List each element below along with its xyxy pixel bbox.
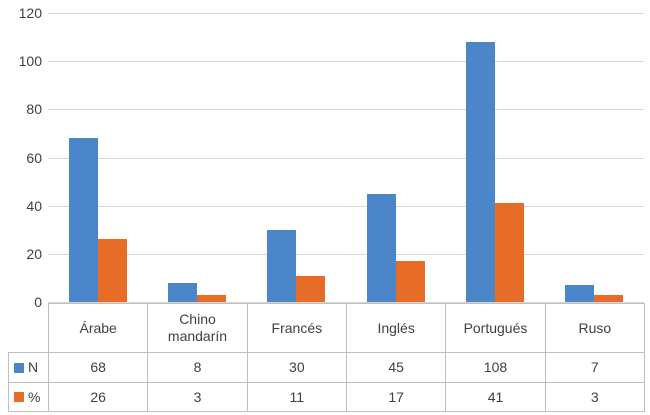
legend-cell-pct: % (8, 382, 49, 412)
bar-pct-chino-mandarin (197, 295, 226, 302)
value-cell-n-arabe: 68 (47, 352, 149, 383)
bar-n-ingles (366, 194, 396, 302)
bar-n-chino-mandarin (168, 283, 197, 302)
category-header-frances: Francés (246, 303, 347, 353)
category-header-ingles: Inglés (345, 303, 447, 353)
legend-cell-n: N (8, 352, 49, 383)
legend-swatch-pct-icon (14, 392, 24, 402)
category-header-ruso: Ruso (544, 303, 645, 353)
table-header-row: Árabe Chino mandarín Francés Inglés Portugué… (9, 303, 645, 353)
value-cell-n-ruso: 7 (544, 352, 645, 383)
value-cell-n-ingles: 45 (345, 352, 447, 383)
category-header-arabe: Árabe (47, 303, 149, 353)
y-axis-tick-label-100: 100 (18, 53, 42, 70)
gridline-40 (48, 205, 644, 207)
bar-n-portugues (466, 42, 495, 302)
bar-pct-frances (296, 276, 326, 302)
gridline-120 (48, 13, 644, 14)
category-header-chino-mandarin: Chino mandarín (147, 303, 248, 353)
y-axis-tick-label-20: 20 (26, 245, 42, 262)
value-cell-n-chino-mandarin: 8 (147, 352, 248, 383)
gridline-100 (48, 61, 644, 63)
value-cell-pct-portugues: 41 (445, 382, 546, 412)
value-cell-n-portugues: 108 (445, 352, 546, 383)
bar-n-arabe (68, 138, 98, 302)
value-cell-pct-arabe: 26 (47, 382, 149, 412)
legend-label-pct: % (28, 388, 41, 405)
legend-label-n: N (28, 359, 39, 375)
bar-pct-ingles (395, 261, 425, 302)
bar-pct-arabe (97, 239, 127, 302)
gridline-60 (48, 157, 644, 159)
table-spacer-cell (9, 304, 49, 353)
y-axis-tick-label-40: 40 (26, 197, 42, 214)
category-header-portugues: Portugués (445, 303, 546, 353)
value-cell-pct-chino-mandarin: 3 (147, 382, 248, 412)
table-row-pct: % 26 3 11 17 41 3 (8, 382, 645, 412)
value-cell-pct-frances: 11 (246, 382, 347, 412)
data-table: Árabe Chino mandarín Francés Inglés Portugué… (8, 303, 645, 412)
table-row-n: N 68 8 30 45 108 7 (8, 352, 645, 383)
gridline-0 (48, 302, 644, 303)
value-cell-n-frances: 30 (246, 352, 347, 383)
y-axis-tick-label-60: 60 (26, 149, 42, 166)
bar-pct-ruso (594, 295, 624, 302)
y-axis-tick-label-120: 120 (18, 5, 42, 21)
value-cell-pct-ruso: 3 (544, 382, 645, 412)
y-axis-tick-label-0: 0 (34, 294, 42, 310)
gridline-80 (48, 109, 644, 111)
bar-n-frances (267, 230, 297, 302)
bar-n-ruso (565, 285, 595, 302)
gridline-20 (48, 253, 644, 255)
legend-swatch-n-icon (14, 362, 24, 373)
bar-pct-portugues (495, 203, 524, 302)
value-cell-pct-ingles: 17 (345, 382, 447, 412)
y-axis-tick-label-80: 80 (26, 101, 42, 118)
